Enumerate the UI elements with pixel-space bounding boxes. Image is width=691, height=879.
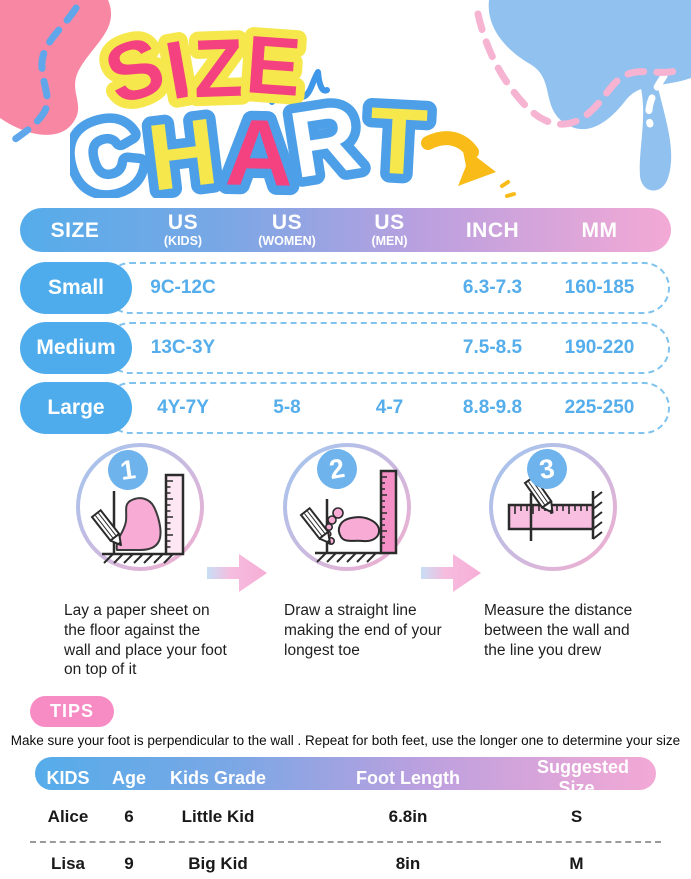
size-label-pill: Large: [20, 382, 132, 434]
step-3-illustration: 3: [489, 443, 617, 571]
header-us-men: US (MEN): [371, 211, 408, 249]
step-2-illustration: 2: [283, 443, 411, 571]
cell-inch: 8.8-9.8: [462, 397, 523, 418]
step-2-text: Draw a straight line making the end of y…: [284, 602, 442, 659]
page-title: SIZE CHART: [70, 16, 448, 198]
cell-foot-length: 6.8in: [388, 807, 428, 826]
footprint-icon: [337, 516, 381, 543]
table-row-medium: 13C-3Y 7.5-8.5 190-220 Medium: [20, 322, 671, 374]
table-row-small: 9C-12C 6.3-7.3 160-185 Small: [20, 262, 671, 314]
pencil-icon: [523, 475, 554, 514]
ruler-vertical-icon: [379, 469, 398, 555]
size-label-pill: Medium: [20, 322, 132, 374]
pencil-icon: [90, 508, 122, 547]
header-suggested-size: Suggested Size: [537, 757, 630, 798]
cell-name: Lisa: [50, 854, 86, 873]
cell-us-women: 5-8: [273, 397, 301, 418]
kids-table-row: Alice 6 Little Kid 6.8in S: [35, 804, 656, 830]
cell-age: 6: [124, 807, 134, 826]
cell-us-kids: 9C-12C: [150, 277, 216, 298]
cell-mm: 190-220: [564, 337, 635, 358]
cell-inch: 6.3-7.3: [462, 277, 523, 298]
cell-foot-length: 8in: [395, 854, 421, 873]
cell-age: 9: [124, 854, 134, 873]
table-row-large: 4Y-7Y 5-8 4-7 8.8-9.8 225-250 Large: [20, 382, 671, 434]
tips-text: Make sure your foot is perpendicular to …: [10, 733, 681, 748]
step-arrow-icon: [421, 554, 481, 592]
floor-hatch-icon: [103, 553, 174, 564]
header-size: SIZE: [50, 218, 100, 242]
row-divider: [30, 841, 661, 843]
kids-table-row: Lisa 9 Big Kid 8in M: [35, 851, 656, 877]
cell-suggested-size: M: [569, 854, 584, 873]
blue-blob: [488, 0, 691, 130]
step-number-badge: 1: [108, 450, 148, 490]
cell-suggested-size: S: [570, 807, 583, 826]
cell-name: Alice: [47, 807, 89, 826]
floor-hatch-icon: [316, 552, 377, 563]
step-number-badge: 2: [317, 449, 357, 489]
header-age: Age: [111, 767, 146, 788]
cell-mm: 160-185: [564, 277, 635, 298]
header-us-kids: US (KIDS): [163, 211, 203, 249]
pink-dashed-squiggle-icon: [474, 10, 682, 128]
yellow-arrow-icon: [421, 131, 516, 198]
header-foot-length: Foot Length: [356, 767, 460, 788]
header-us-women: US (WOMEN): [258, 211, 316, 249]
step-1-text: Lay a paper sheet on the floor against t…: [64, 602, 227, 679]
cell-mm: 225-250: [564, 397, 635, 418]
svg-text:1: 1: [118, 454, 137, 486]
header-kids-grade: Kids Grade: [169, 767, 267, 788]
header-inch: INCH: [465, 218, 520, 242]
foot-side-icon: [115, 497, 162, 551]
kids-table-header: KIDS Age Kids Grade Foot Length Suggeste…: [35, 757, 656, 798]
cell-grade: Big Kid: [188, 854, 248, 873]
scribble-icon: [269, 61, 330, 105]
cell-grade: Little Kid: [181, 807, 255, 826]
step-3-text: Measure the distance between the wall an…: [484, 602, 633, 659]
cell-us-kids: 13C-3Y: [150, 337, 216, 358]
pencil-icon: [299, 506, 331, 545]
blue-dashed-squiggle-icon: [10, 4, 80, 144]
white-dashes-icon: [645, 72, 668, 128]
tips-badge: TIPS: [30, 696, 115, 727]
pink-blob: [0, 0, 112, 135]
toes-icon: [324, 507, 344, 546]
svg-text:2: 2: [327, 453, 347, 485]
header-kids: KIDS: [46, 767, 90, 788]
step-number-badge: 3: [527, 449, 567, 489]
size-table-header: SIZE US (KIDS) US (WOMEN) US (MEN) INCH MM: [20, 208, 671, 252]
wall-hatch-icon: [592, 491, 603, 540]
step-arrow-icon: [207, 554, 267, 592]
header-mm: MM: [581, 218, 618, 242]
decor-graphics: [0, 0, 691, 198]
cell-us-kids: 4Y-7Y: [157, 397, 209, 418]
size-label-pill: Small: [20, 262, 132, 314]
cell-us-men: 4-7: [375, 397, 404, 418]
step-1-illustration: 1: [76, 443, 204, 571]
svg-text:3: 3: [537, 453, 556, 485]
cell-inch: 7.5-8.5: [462, 337, 523, 358]
